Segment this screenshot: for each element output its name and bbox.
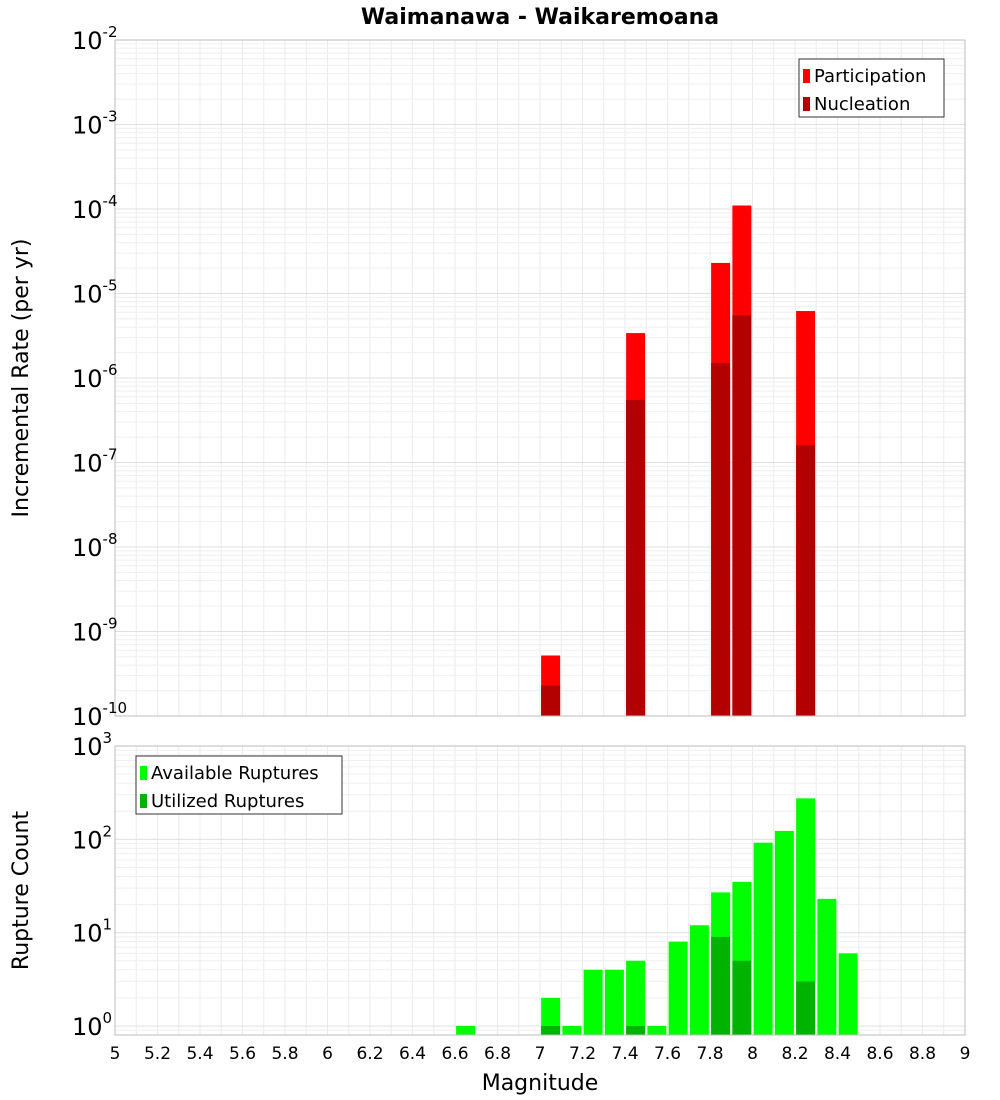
bar-available-ruptures xyxy=(562,1025,582,1035)
y-tick-label: 10-2 xyxy=(72,23,118,55)
bar-available-ruptures xyxy=(456,1025,476,1035)
bar-available-ruptures xyxy=(541,997,561,1035)
y-axis-title: Rupture Count xyxy=(9,811,34,971)
x-tick-label: 5.2 xyxy=(144,1044,171,1064)
bar-nucleation xyxy=(626,399,646,716)
legend-swatch xyxy=(803,97,810,111)
legend: Participation Nucleation xyxy=(798,58,945,118)
panel-1: 10-2 10-3 10-4 10-5 10-6 10-7 10-8 10-9 10-10 Inc… xyxy=(9,5,966,731)
bar-available-ruptures xyxy=(689,925,709,1035)
bar-available-ruptures xyxy=(604,969,624,1035)
legend: Available Ruptures Utilized Ruptures xyxy=(135,755,343,815)
x-tick-label: 8.2 xyxy=(781,1044,808,1064)
y-tick-label: 101 xyxy=(72,916,112,948)
bar-nucleation xyxy=(732,315,752,716)
x-tick-labels: 5 5.2 5.4 5.6 5.8 6 6.2 6.4 6.6 6.8 7 7.2 7.4 7.6 7.8 8… xyxy=(110,1044,971,1064)
bar-available-ruptures xyxy=(583,969,603,1035)
y-tick-label: 10-9 xyxy=(72,615,118,647)
x-tick-label: 8.8 xyxy=(909,1044,936,1064)
x-tick-label: 6.2 xyxy=(356,1044,383,1064)
bar-available-ruptures xyxy=(838,953,858,1035)
legend-label: Utilized Ruptures xyxy=(151,791,304,812)
legend-swatch xyxy=(140,794,147,808)
x-tick-label: 9 xyxy=(960,1044,971,1064)
bar-nucleation xyxy=(711,363,731,716)
legend-swatch xyxy=(140,766,147,780)
bar-available-ruptures xyxy=(817,898,837,1035)
grid xyxy=(114,39,966,717)
bar-utilized-ruptures xyxy=(796,981,816,1035)
y-axis-title: Incremental Rate (per yr) xyxy=(9,239,34,518)
x-tick-label: 6.4 xyxy=(399,1044,426,1064)
bar-available-ruptures xyxy=(626,960,646,1035)
x-tick-label: 6 xyxy=(322,1044,333,1064)
y-tick-label: 10-5 xyxy=(72,277,118,309)
plot-border xyxy=(114,39,966,717)
panel-2: 103 102 101 100 5 5.2 5.4 5.6 5.8 6 6.2 6.4 6.6 6.8 7 7… xyxy=(9,729,970,1096)
bar-nucleation xyxy=(541,685,561,716)
bars xyxy=(541,205,816,716)
x-tick-label: 7.2 xyxy=(569,1044,596,1064)
bar-utilized-ruptures xyxy=(732,960,752,1035)
legend-label: Available Ruptures xyxy=(151,763,319,784)
x-tick-label: 5 xyxy=(110,1044,121,1064)
x-tick-label: 5.6 xyxy=(229,1044,256,1064)
bar-available-ruptures xyxy=(774,830,794,1035)
x-tick-label: 6.8 xyxy=(484,1044,511,1064)
x-tick-label: 6.6 xyxy=(441,1044,468,1064)
bar-available-ruptures xyxy=(753,842,773,1035)
legend-label: Participation xyxy=(814,66,926,87)
x-tick-label: 7.8 xyxy=(696,1044,723,1064)
x-tick-label: 7.6 xyxy=(654,1044,681,1064)
x-tick-label: 7 xyxy=(535,1044,546,1064)
y-tick-label: 10-10 xyxy=(72,699,127,731)
bar-utilized-ruptures xyxy=(541,1025,561,1035)
y-tick-labels: 10-2 10-3 10-4 10-5 10-6 10-7 10-8 10-9 10-10 xyxy=(72,23,127,731)
y-tick-label: 10-8 xyxy=(72,530,118,562)
y-tick-label: 100 xyxy=(72,1009,112,1041)
bar-utilized-ruptures xyxy=(626,1025,646,1035)
bar-available-ruptures xyxy=(668,941,688,1035)
y-tick-label: 10-3 xyxy=(72,108,118,140)
y-tick-label: 102 xyxy=(72,822,112,854)
x-axis-title: Magnitude xyxy=(482,1071,599,1096)
bar-available-ruptures xyxy=(796,798,816,1035)
y-tick-labels: 103 102 101 100 xyxy=(72,729,112,1041)
x-tick-label: 8.4 xyxy=(824,1044,851,1064)
x-tick-label: 8.6 xyxy=(866,1044,893,1064)
legend-box xyxy=(798,58,945,118)
x-tick-label: 7.4 xyxy=(611,1044,638,1064)
bar-available-ruptures xyxy=(647,1025,667,1035)
x-tick-label: 5.4 xyxy=(186,1044,213,1064)
x-tick-label: 8 xyxy=(747,1044,758,1064)
bar-utilized-ruptures xyxy=(711,936,731,1035)
legend-label: Nucleation xyxy=(814,94,910,115)
y-tick-label: 103 xyxy=(72,729,112,761)
chart-title: Waimanawa - Waikaremoana xyxy=(361,5,719,30)
y-tick-label: 10-6 xyxy=(72,361,118,393)
legend-box xyxy=(135,755,343,815)
y-tick-label: 10-7 xyxy=(72,446,118,478)
y-tick-label: 10-4 xyxy=(72,192,118,224)
bars xyxy=(456,798,858,1035)
legend-swatch xyxy=(803,69,810,83)
plot-border xyxy=(114,745,966,1036)
bar-nucleation xyxy=(796,445,816,716)
x-tick-label: 5.8 xyxy=(271,1044,298,1064)
